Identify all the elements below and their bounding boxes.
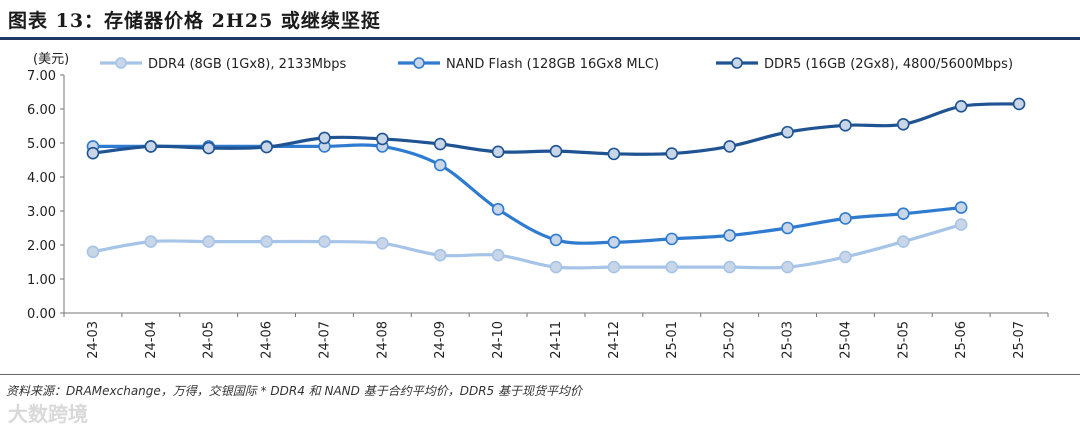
data-point	[665, 260, 679, 274]
y-tick-label: 2.00	[27, 239, 56, 254]
legend-label: DDR4 (8GB (1Gx8), 2133Mbps	[148, 57, 346, 72]
legend-item: DDR5 (16GB (2Gx8), 4800/5600Mbps)	[716, 57, 1013, 72]
data-point	[839, 119, 852, 132]
data-point	[491, 145, 505, 159]
data-point	[607, 235, 621, 249]
data-point	[723, 229, 736, 242]
data-point	[781, 260, 794, 274]
x-tick-label: 24-07	[317, 321, 332, 359]
x-tick-label: 25-04	[838, 321, 853, 359]
data-point	[318, 235, 331, 248]
series-line	[91, 143, 963, 245]
data-point	[549, 144, 563, 158]
data-point	[781, 125, 794, 139]
data-point	[491, 203, 505, 216]
series-lines	[86, 97, 1026, 274]
footer-divider	[0, 374, 1080, 375]
data-point	[954, 99, 968, 113]
legend: DDR4 (8GB (1Gx8), 2133Mbps NAND Flash (12…	[100, 57, 1013, 72]
y-axis-label: (美元)	[33, 52, 69, 67]
line-chart: (美元) 0.00 1.00 2.00 3.00 4.00 5.00 6.00 7.00 24…	[27, 52, 1049, 359]
data-point	[376, 237, 389, 250]
data-point	[202, 141, 216, 155]
x-tick-label: 25-06	[954, 321, 969, 359]
x-tick-label: 24-10	[491, 321, 506, 359]
data-point	[839, 212, 852, 225]
data-point	[549, 233, 563, 247]
data-point	[896, 207, 910, 221]
series-2	[86, 140, 968, 249]
x-tick-labels: 24-03 24-04 24-05 24-06 24-07 24-08 24-09 24-10…	[63, 313, 1049, 359]
chart-axes	[63, 75, 1048, 314]
data-point	[491, 248, 505, 262]
x-tick-label: 24-12	[607, 321, 622, 359]
data-point	[433, 158, 447, 172]
source-note: 资料来源：DRAMexchange，万得，交银国际 * DDR4 和 NAND …	[6, 384, 582, 398]
data-point	[665, 232, 679, 246]
y-tick-label: 6.00	[27, 103, 56, 118]
data-point	[549, 260, 563, 274]
data-point	[1012, 97, 1026, 111]
y-tick-label: 1.00	[27, 273, 56, 288]
data-point	[260, 140, 273, 154]
y-tick-label: 0.00	[27, 307, 56, 322]
data-point	[839, 250, 852, 264]
legend-label: NAND Flash (128GB 16Gx8 MLC)	[446, 57, 659, 72]
y-tick-label: 3.00	[27, 205, 56, 220]
x-tick-label: 24-04	[144, 321, 159, 359]
x-tick-label: 25-03	[781, 321, 796, 359]
x-tick-label: 25-01	[665, 321, 680, 359]
x-tick-label: 25-02	[723, 321, 738, 359]
data-point	[318, 131, 331, 145]
data-point	[86, 245, 100, 259]
legend-item: NAND Flash (128GB 16Gx8 MLC)	[398, 57, 659, 72]
x-tick-label: 24-06	[260, 321, 275, 359]
series-1	[86, 218, 968, 274]
x-tick-label: 24-09	[433, 321, 448, 359]
data-point	[954, 201, 968, 214]
legend-marker	[115, 57, 127, 69]
x-tick-label: 24-08	[375, 321, 390, 359]
x-tick-label: 25-05	[896, 321, 911, 359]
data-point	[260, 235, 273, 248]
data-point	[433, 248, 447, 262]
watermark: 大数跨境	[8, 402, 88, 426]
series-3	[86, 97, 1026, 161]
data-point	[376, 132, 389, 146]
legend-marker	[731, 57, 743, 69]
y-tick-label: 5.00	[27, 137, 56, 152]
x-tick-label: 24-11	[549, 321, 564, 359]
x-tick-label: 24-05	[202, 321, 217, 359]
data-point	[723, 140, 736, 153]
legend-marker	[413, 57, 425, 69]
legend-label: DDR5 (16GB (2Gx8), 4800/5600Mbps)	[764, 57, 1013, 72]
data-point	[896, 118, 910, 131]
x-tick-label: 25-07	[1012, 321, 1027, 359]
data-point	[202, 235, 216, 248]
data-point	[896, 235, 910, 248]
data-point	[723, 260, 736, 274]
title-divider	[0, 37, 1080, 40]
data-point	[665, 147, 679, 160]
data-point	[433, 137, 447, 151]
y-tick-label: 4.00	[27, 171, 56, 186]
legend-item: DDR4 (8GB (1Gx8), 2133Mbps	[100, 57, 346, 72]
data-point	[144, 140, 158, 153]
data-point	[954, 218, 968, 231]
data-point	[607, 147, 621, 161]
data-point	[607, 260, 621, 274]
series-line	[91, 223, 963, 270]
y-tick-labels: 0.00 1.00 2.00 3.00 4.00 5.00 6.00 7.00	[27, 69, 64, 322]
data-point	[144, 235, 158, 248]
data-point	[781, 221, 794, 235]
data-point	[86, 146, 100, 160]
x-tick-label: 24-03	[86, 321, 101, 359]
y-tick-label: 7.00	[27, 69, 56, 84]
figure-title: 图表 13：存储器价格 2H25 或继续坚挺	[8, 10, 381, 32]
